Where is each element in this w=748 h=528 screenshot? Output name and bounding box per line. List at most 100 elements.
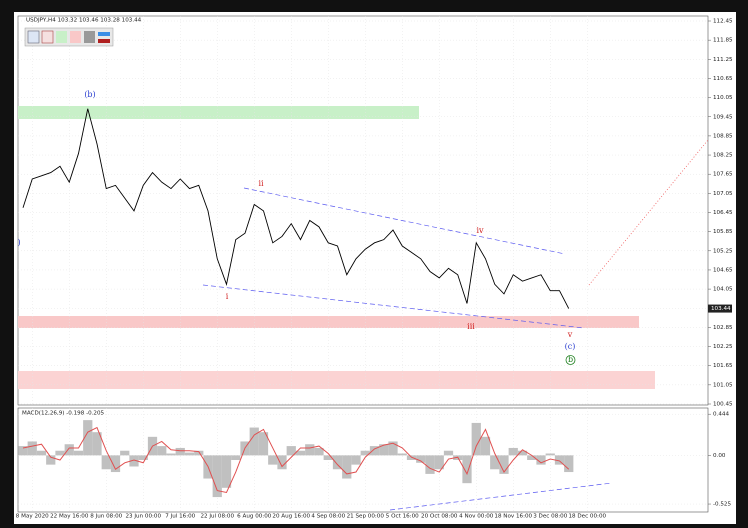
- y-tick-label: 112.45: [713, 19, 733, 25]
- histogram-bar: [27, 441, 37, 456]
- histogram-bar: [101, 455, 111, 470]
- macd-frame: [17, 407, 709, 513]
- histogram-bar: [508, 447, 518, 456]
- x-tick-label: 20 Aug 16:00: [272, 514, 310, 520]
- line-series: [22, 108, 570, 309]
- toolbar: [24, 27, 114, 47]
- histogram-bar: [471, 422, 481, 456]
- histogram-bar: [517, 450, 528, 456]
- histogram-bar: [443, 450, 454, 456]
- histogram-bar: [462, 455, 472, 484]
- histogram-bar: [18, 446, 28, 456]
- icon[interactable]: [98, 39, 110, 43]
- histogram-bar: [554, 455, 565, 465]
- macd-trendline: [389, 482, 613, 511]
- histogram-bar: [258, 432, 269, 456]
- histogram-bar: [194, 450, 204, 456]
- y-tick-label: 104.65: [713, 267, 733, 273]
- x-tick-label: 22 Jul 08:00: [200, 514, 234, 520]
- x-tick-label: 22 May 16:00: [50, 514, 89, 520]
- histogram-bar: [249, 427, 259, 456]
- y-tick-label: 100.45: [713, 402, 733, 408]
- y-tick-label: 105.85: [713, 229, 733, 235]
- wave-label: (b): [84, 90, 95, 99]
- x-tick-label: 20 Oct 08:00: [421, 514, 458, 520]
- histogram-bar: [138, 455, 148, 460]
- x-tick-label: 4 Sep 08:00: [311, 514, 345, 520]
- wave-label: ): [17, 238, 20, 247]
- histogram-bar: [129, 455, 139, 467]
- histogram-bar: [545, 453, 555, 456]
- y-tick-label: 0.444: [713, 412, 729, 418]
- price-frame: [17, 15, 709, 406]
- histogram-bar: [397, 453, 407, 456]
- histogram-bar: [480, 436, 491, 456]
- histogram-bar: [416, 455, 426, 463]
- y-tick-label: 102.25: [713, 344, 733, 350]
- icon[interactable]: [98, 32, 110, 36]
- y-tick-label: 101.05: [713, 382, 733, 388]
- histogram-bar: [120, 450, 130, 456]
- y-tick-label: 111.85: [713, 38, 733, 44]
- histogram-bar: [490, 455, 500, 470]
- histogram-bar: [314, 447, 324, 456]
- histogram-bar: [499, 455, 509, 474]
- wave-label: ii: [258, 179, 264, 188]
- histogram-bar: [305, 444, 315, 456]
- x-tick-label: 3 Dec 08:00: [533, 514, 568, 520]
- projection-line: [588, 139, 709, 286]
- wave-label: b: [568, 355, 573, 364]
- y-tick-label: 101.65: [713, 363, 733, 369]
- y-tick-label: 108.85: [713, 133, 733, 139]
- histogram-bar: [73, 450, 84, 456]
- y-tick-label: 102.85: [713, 325, 733, 331]
- histogram-bar: [277, 455, 287, 470]
- histogram-bar: [231, 455, 241, 460]
- y-tick-label: 107.05: [713, 191, 733, 197]
- histogram-bar: [360, 450, 370, 456]
- x-tick-label: 21 Sep 00:00: [347, 514, 385, 520]
- trendline: [243, 187, 566, 255]
- histogram-bar: [351, 455, 361, 465]
- histogram-bar: [369, 446, 380, 456]
- y-tick-label: 106.45: [713, 210, 733, 216]
- y-tick-label: 108.25: [713, 153, 733, 159]
- histogram-bar: [64, 444, 74, 456]
- price-label: 103.44: [711, 306, 731, 312]
- chart-background: [14, 12, 736, 524]
- histogram-bar: [157, 446, 167, 456]
- x-tick-label: 23 Jun 00:00: [125, 514, 161, 520]
- wave-label: v: [567, 330, 573, 339]
- histogram-bar: [221, 455, 232, 488]
- histogram-bar: [286, 446, 296, 456]
- histogram-bar: [46, 455, 56, 465]
- x-tick-label: 18 Dec 00:00: [568, 514, 606, 520]
- y-tick-label: 104.05: [713, 287, 733, 293]
- x-tick-label: 4 Nov 00:00: [459, 514, 494, 520]
- histogram-bar: [184, 452, 195, 456]
- icon[interactable]: [84, 31, 95, 43]
- icon[interactable]: [56, 31, 67, 43]
- x-tick-label: 18 Nov 16:00: [494, 514, 532, 520]
- wave-label: (c): [565, 342, 576, 351]
- histogram-bar: [92, 432, 102, 456]
- y-tick-label: 107.65: [713, 172, 733, 178]
- icon[interactable]: [41, 30, 54, 44]
- histogram-bar: [175, 447, 185, 456]
- icon[interactable]: [27, 30, 40, 44]
- zone-green: [18, 106, 419, 119]
- y-tick-label: 110.05: [713, 95, 733, 101]
- price-marker: [708, 304, 732, 313]
- histogram-bar: [527, 455, 537, 460]
- histogram-bar: [110, 455, 121, 473]
- wave-label: i: [226, 292, 229, 301]
- circle-marker: [565, 355, 576, 365]
- histogram-bar: [342, 455, 352, 479]
- histogram-bar: [295, 450, 306, 456]
- wave-label: iv: [476, 226, 484, 235]
- macd-title: MACD(12,26,9) -0.198 -0.205: [22, 411, 105, 417]
- histogram-bar: [332, 455, 343, 470]
- icon[interactable]: [70, 31, 81, 43]
- histogram-bar: [425, 455, 435, 474]
